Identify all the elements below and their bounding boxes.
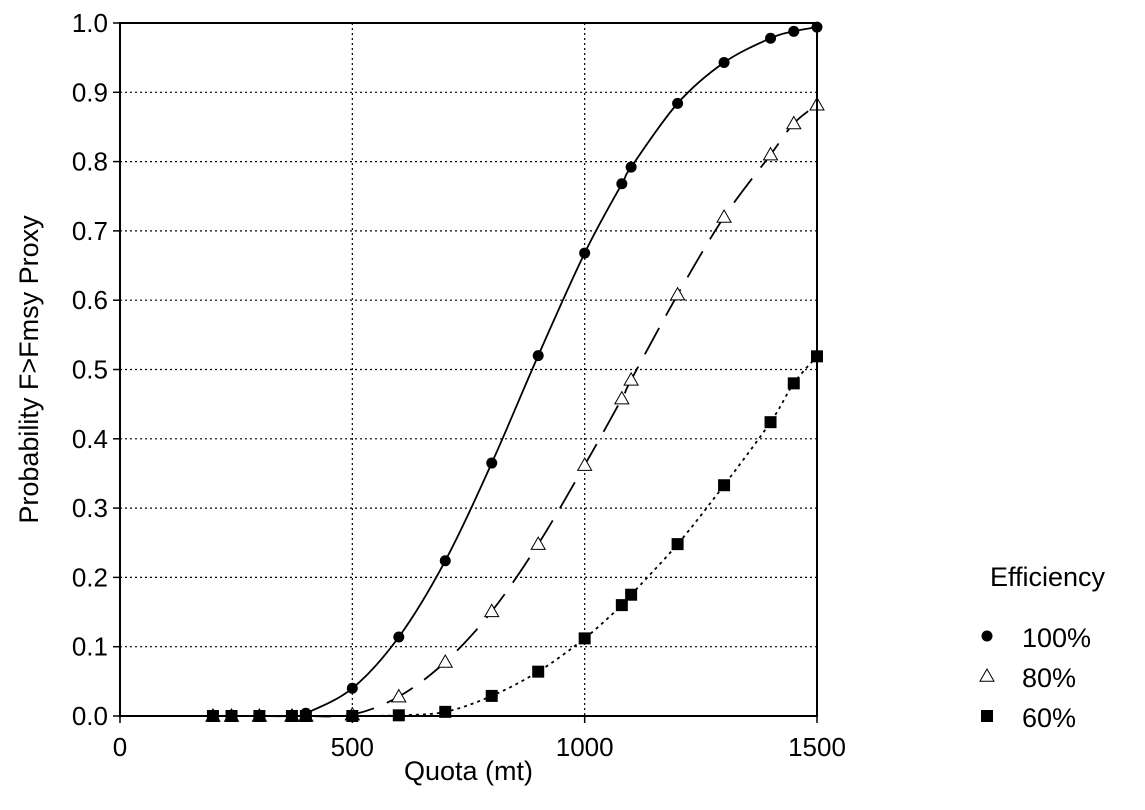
data-point-series-2 xyxy=(762,146,779,161)
data-point-series-2 xyxy=(483,603,500,618)
data-point-series-1 xyxy=(579,247,591,259)
data-point-series-1 xyxy=(532,350,544,362)
y-tick-label: 0.7 xyxy=(72,216,108,246)
y-tick-label: 0.2 xyxy=(72,562,108,592)
series-lines xyxy=(212,26,818,718)
data-point-series-2 xyxy=(576,457,593,471)
x-tick-label: 1000 xyxy=(556,732,614,762)
data-point-series-1 xyxy=(486,457,498,469)
legend: Efficiency 100% 80% 60% xyxy=(979,562,1106,733)
data-point-series-2 xyxy=(390,688,407,703)
data-point-series-2 xyxy=(623,371,639,386)
legend-label-3: 60% xyxy=(1022,703,1076,733)
y-tick-label: 1.0 xyxy=(72,8,108,38)
data-point-series-2 xyxy=(716,209,732,223)
data-point-series-1 xyxy=(765,32,777,44)
data-point-series-1 xyxy=(346,682,358,694)
data-point-series-1 xyxy=(625,161,637,173)
x-tick-label: 1500 xyxy=(788,732,846,762)
legend-title: Efficiency xyxy=(990,562,1106,592)
data-point-series-2 xyxy=(785,115,802,130)
data-point-series-3 xyxy=(439,705,452,718)
data-point-series-1 xyxy=(616,178,628,190)
data-point-series-3 xyxy=(485,689,498,702)
data-point-series-3 xyxy=(615,599,628,612)
data-point-series-2 xyxy=(530,536,547,550)
y-tick-label: 0.3 xyxy=(72,493,108,523)
series-line-1 xyxy=(212,26,818,718)
data-point-series-1 xyxy=(439,555,451,567)
data-point-series-3 xyxy=(671,538,684,551)
legend-label-1: 100% xyxy=(1022,623,1091,653)
legend-marker-2 xyxy=(979,667,995,682)
data-point-series-2 xyxy=(437,653,454,668)
y-tick-label: 0.9 xyxy=(72,77,108,107)
x-tick-label: 500 xyxy=(331,732,374,762)
y-tick-label: 0.6 xyxy=(72,285,108,315)
legend-label-2: 80% xyxy=(1022,663,1076,693)
legend-marker-1 xyxy=(981,630,993,642)
data-point-series-1 xyxy=(718,57,730,69)
y-tick-label: 0.0 xyxy=(72,701,108,731)
x-tick-label: 0 xyxy=(113,732,127,762)
axis-ticks: 0.0 0.1 0.2 0.3 0.4 0.5 0.6 0.7 0.8 0.9 1.0 0 500 100… xyxy=(72,8,846,762)
data-point-series-2 xyxy=(669,286,686,301)
data-point-series-3 xyxy=(787,377,800,390)
y-tick-label: 0.1 xyxy=(72,632,108,662)
grid-layer xyxy=(120,23,817,716)
data-point-series-3 xyxy=(764,416,777,429)
data-point-series-2 xyxy=(613,390,630,405)
data-point-series-3 xyxy=(718,479,731,492)
plot-frame xyxy=(119,22,818,717)
x-axis-title: Quota (mt) xyxy=(404,756,533,786)
data-point-series-1 xyxy=(672,97,684,109)
legend-marker-3 xyxy=(981,710,993,722)
series-markers xyxy=(205,21,825,722)
y-tick-label: 0.5 xyxy=(72,355,108,385)
data-point-series-1 xyxy=(393,631,405,643)
data-point-series-3 xyxy=(532,665,545,678)
y-axis-title: Probability F>Fmsy Proxy xyxy=(14,215,44,524)
y-tick-label: 0.8 xyxy=(72,147,108,177)
y-tick-label: 0.4 xyxy=(72,424,108,454)
data-point-series-3 xyxy=(578,632,591,645)
data-point-series-3 xyxy=(625,588,638,601)
data-point-series-1 xyxy=(788,25,800,37)
